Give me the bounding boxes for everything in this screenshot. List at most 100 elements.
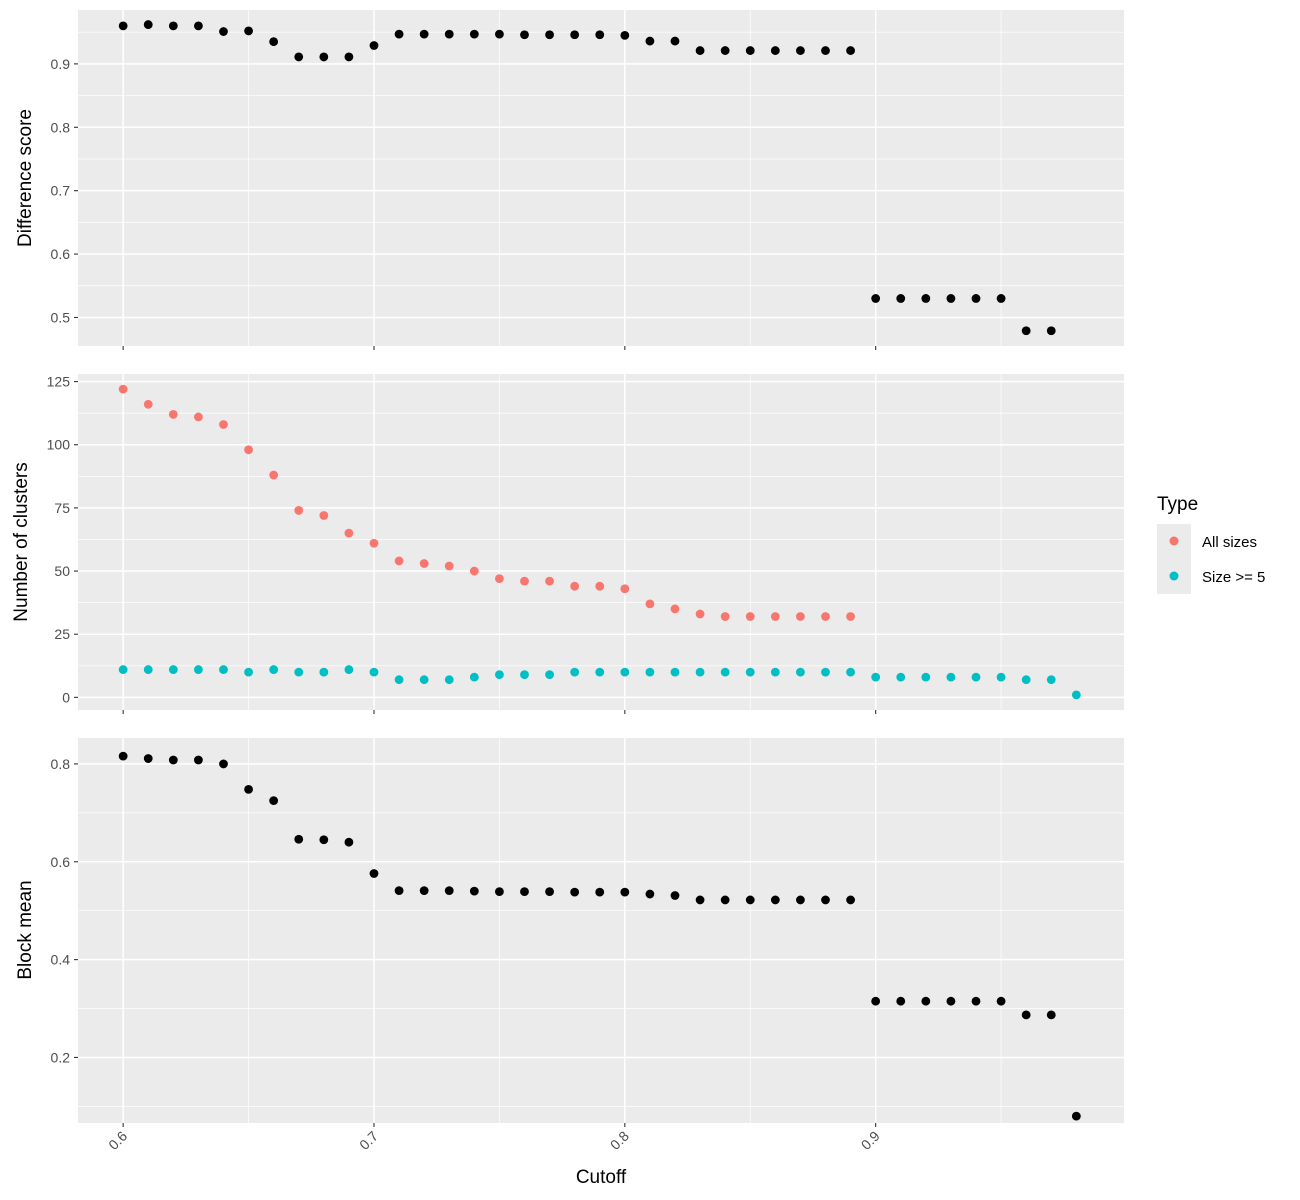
data-point	[595, 667, 605, 677]
data-point	[996, 672, 1006, 682]
data-point	[444, 561, 454, 571]
data-point	[745, 667, 755, 677]
data-point	[143, 399, 153, 409]
gridlines	[78, 10, 1124, 346]
y-tick-label: 0.8	[51, 119, 71, 135]
data-point	[143, 754, 153, 763]
data-point	[520, 30, 529, 40]
data-point	[620, 887, 630, 897]
legend-title: Type	[1157, 494, 1198, 515]
data-point	[520, 887, 529, 897]
data-point	[996, 294, 1006, 303]
data-point	[294, 52, 304, 62]
data-point	[495, 29, 504, 39]
data-point	[419, 29, 429, 39]
data-point	[645, 36, 655, 46]
data-point	[770, 895, 780, 905]
x-tick-label: 0.9	[858, 1128, 883, 1153]
data-point	[219, 420, 228, 429]
data-point	[645, 889, 655, 899]
data-point	[1071, 690, 1081, 700]
y-tick-label: 0.5	[51, 309, 71, 325]
data-point	[645, 599, 655, 609]
data-point	[871, 996, 881, 1006]
data-point	[495, 574, 504, 584]
data-point	[419, 559, 429, 568]
data-point	[495, 670, 504, 680]
y-tick-label: 0.4	[51, 952, 71, 968]
data-point	[770, 612, 780, 621]
data-point	[570, 581, 580, 591]
y-tick-label: 0.6	[51, 854, 71, 870]
data-point	[469, 29, 479, 39]
data-point	[545, 670, 554, 680]
data-point	[545, 30, 554, 40]
data-point	[319, 511, 329, 520]
data-points	[118, 384, 1081, 700]
data-point	[821, 612, 830, 621]
data-point	[495, 887, 504, 897]
legend-label-all-sizes: All sizes	[1202, 534, 1257, 551]
y-axis-ticks: 0 25 50 75 100 125	[47, 374, 877, 714]
data-point	[269, 796, 279, 806]
data-point	[319, 52, 329, 62]
data-point	[846, 895, 855, 905]
gridlines	[78, 374, 1124, 710]
data-point	[369, 538, 379, 548]
data-point	[344, 52, 354, 62]
data-point	[946, 996, 956, 1006]
panel-difference-score: 0.5 0.6 0.7 0.8 0.9 Difference score	[15, 10, 1124, 350]
data-point	[745, 46, 755, 55]
data-point	[469, 672, 479, 682]
data-point	[1046, 326, 1056, 336]
data-point	[545, 887, 554, 897]
data-point	[219, 665, 228, 674]
data-points	[118, 751, 1081, 1121]
data-point	[645, 667, 655, 677]
data-point	[369, 667, 379, 677]
y-tick-label: 0.8	[51, 756, 71, 772]
data-point	[946, 672, 956, 682]
data-point	[319, 835, 329, 845]
data-point	[695, 667, 705, 677]
data-point	[770, 667, 780, 677]
y-axis-title: Number of clusters	[11, 462, 32, 621]
data-point	[469, 886, 479, 896]
gridlines	[78, 738, 1124, 1123]
y-axis-ticks: 0.5 0.6 0.7 0.8 0.9	[51, 56, 877, 350]
data-point	[244, 445, 253, 455]
data-point	[168, 665, 178, 674]
x-tick-label: 0.7	[356, 1128, 381, 1153]
data-point	[143, 665, 153, 674]
data-point	[670, 604, 680, 614]
data-points	[118, 20, 1056, 336]
data-point	[469, 566, 479, 576]
data-point	[796, 612, 805, 621]
data-point	[143, 20, 153, 29]
data-point	[419, 886, 429, 896]
legend: Type All sizes Size >= 5	[1157, 494, 1265, 594]
data-point	[695, 46, 705, 55]
data-point	[720, 667, 730, 677]
data-point	[269, 37, 279, 47]
data-point	[896, 294, 906, 303]
y-axis-ticks: 0.2 0.4 0.6 0.8	[51, 756, 877, 1127]
data-point	[821, 46, 830, 55]
data-point	[821, 667, 830, 677]
data-point	[770, 46, 780, 55]
y-axis-title: Difference score	[15, 109, 36, 247]
data-point	[720, 46, 730, 55]
panel-background	[78, 10, 1124, 346]
data-point	[194, 755, 203, 765]
data-point	[670, 667, 680, 677]
data-point	[194, 21, 203, 31]
y-tick-label: 125	[47, 374, 71, 390]
data-point	[796, 46, 805, 55]
data-point	[871, 294, 881, 303]
data-point	[595, 30, 605, 40]
data-point	[595, 581, 605, 591]
data-point	[194, 412, 203, 422]
data-point	[695, 609, 705, 619]
data-point	[1071, 1111, 1081, 1121]
data-point	[796, 667, 805, 677]
